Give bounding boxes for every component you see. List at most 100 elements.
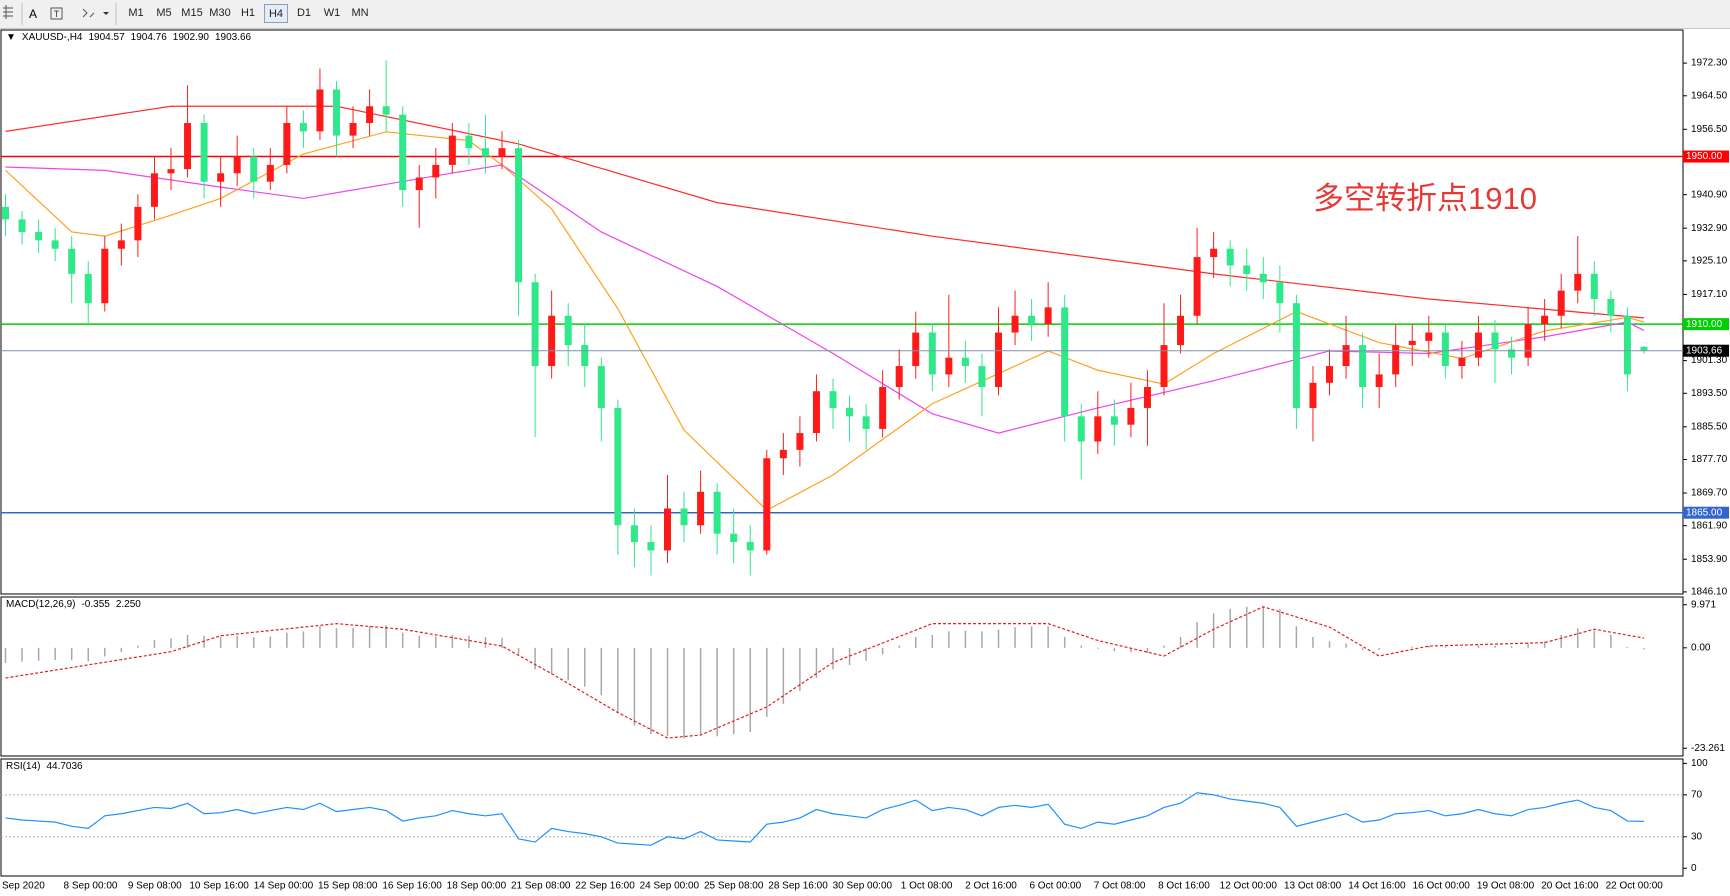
candle-body xyxy=(1474,332,1482,358)
dropdown-arrow[interactable] xyxy=(103,12,109,15)
label-tool[interactable] xyxy=(50,7,63,20)
collapse-arrow[interactable]: ▼ xyxy=(6,32,16,43)
candle-body xyxy=(1094,416,1102,442)
candle-body xyxy=(515,148,523,283)
candle-body xyxy=(399,114,407,191)
candle-body xyxy=(1375,374,1383,388)
timeframe-button[interactable]: MN xyxy=(351,7,369,19)
candle-body xyxy=(564,315,572,346)
time-label: 14 Sep 00:00 xyxy=(254,881,314,892)
candle-body xyxy=(1044,307,1052,325)
time-label: 22 Oct 00:00 xyxy=(1606,881,1664,892)
timeframe-button[interactable]: M15 xyxy=(181,7,203,19)
candle-body xyxy=(349,123,357,136)
y-tick-label: 1853.90 xyxy=(1691,554,1728,565)
candle-body xyxy=(614,407,622,526)
candle-body xyxy=(184,123,192,170)
current-price-label: 1903.66 xyxy=(1686,345,1723,356)
candle-body xyxy=(1508,349,1516,358)
macd-header: MACD(12,26,9) -0.355 2.250 xyxy=(6,599,141,610)
candle-body xyxy=(382,106,390,115)
time-label: 2 Oct 16:00 xyxy=(965,881,1017,892)
time-label: 28 Sep 16:00 xyxy=(768,881,828,892)
candle-body xyxy=(730,533,738,543)
price-level-label: 1950.00 xyxy=(1686,151,1723,162)
timeframe-button[interactable]: H4 xyxy=(264,4,288,23)
timeframe-button[interactable]: M1 xyxy=(128,7,144,19)
indicator-line xyxy=(5,792,1644,846)
time-label: 25 Sep 08:00 xyxy=(704,881,764,892)
candle-body xyxy=(995,332,1002,388)
toolbar-icons: A xyxy=(3,3,117,25)
time-label: 1 Oct 08:00 xyxy=(901,881,953,892)
candle-body xyxy=(498,148,506,157)
price-level-label: 1910.00 xyxy=(1686,319,1723,330)
macd-panel xyxy=(0,596,1684,757)
timeframe-button[interactable]: M30 xyxy=(209,7,231,19)
candle-body xyxy=(1541,315,1549,325)
price-level-tag xyxy=(1683,506,1729,519)
candle-body xyxy=(763,458,771,551)
candle-body xyxy=(846,407,854,417)
main-header: ▼ XAUUSD-,H4 1904.57 1904.76 1902.90 190… xyxy=(6,32,251,43)
y-tick-label: -23.261 xyxy=(1691,743,1725,754)
timeframe-button[interactable]: D1 xyxy=(296,7,312,19)
time-label: 7 Oct 08:00 xyxy=(1094,881,1146,892)
candle-body xyxy=(1011,315,1019,333)
y-tick-label: 9.971 xyxy=(1691,599,1716,610)
y-tick-label: 1885.50 xyxy=(1691,421,1728,432)
candle-body xyxy=(1590,273,1598,300)
candle-body xyxy=(928,332,936,375)
candle-body xyxy=(1458,357,1466,367)
candle-body xyxy=(1061,307,1069,417)
candle-body xyxy=(1110,416,1118,425)
candle-body xyxy=(1359,345,1367,388)
candle-body xyxy=(597,366,605,408)
ohlc: 1902.90 xyxy=(172,32,209,43)
indicator-name: MACD(12,26,9) xyxy=(6,599,76,610)
y-tick-label: 1956.50 xyxy=(1691,124,1728,135)
candle-body xyxy=(250,156,258,182)
candle-body xyxy=(1226,248,1234,266)
candle-body xyxy=(1127,407,1135,425)
timeframe-button[interactable]: M5 xyxy=(156,7,172,19)
candle-body xyxy=(316,89,324,132)
ohlc: 1904.76 xyxy=(130,32,167,43)
time-label: 30 Sep 00:00 xyxy=(833,881,893,892)
candle-body xyxy=(1408,340,1416,346)
time-label: Sep 2020 xyxy=(2,881,45,892)
candle-body xyxy=(333,89,340,136)
candle-body xyxy=(1276,282,1284,304)
timeframe-button[interactable]: W1 xyxy=(323,7,341,19)
text-tool[interactable]: A xyxy=(29,7,37,21)
candle-body xyxy=(1210,248,1218,258)
timeframe-button[interactable]: H1 xyxy=(240,7,256,19)
price-level-tag xyxy=(1683,318,1729,331)
y-tick-label: 1893.50 xyxy=(1691,388,1728,399)
rsi-header: RSI(14) 44.7036 xyxy=(6,761,83,772)
indicator-value: -0.355 xyxy=(81,599,110,610)
candle-body xyxy=(1557,290,1565,316)
candle-body xyxy=(680,508,688,526)
indicator-value: 2.250 xyxy=(115,599,141,610)
crosshair-icon[interactable] xyxy=(3,5,13,19)
time-label: 20 Oct 16:00 xyxy=(1541,881,1599,892)
y-tick-label: 30 xyxy=(1691,831,1703,842)
y-tick-label: 1901.30 xyxy=(1691,355,1728,366)
candle-body xyxy=(647,542,655,551)
candle-body xyxy=(1425,332,1433,341)
candle-body xyxy=(1177,315,1185,346)
y-tick-label: 1940.90 xyxy=(1691,189,1728,200)
y-tick-label: 1846.10 xyxy=(1691,587,1728,598)
candle-body xyxy=(134,206,142,241)
candle-body xyxy=(895,366,903,388)
toolbar: A M1 M5 M15 M30 H1 H4 D1 W1 MN xyxy=(0,0,1730,29)
candle-body xyxy=(68,248,76,274)
arrows-tool[interactable] xyxy=(82,8,95,18)
current-price-tag xyxy=(1683,344,1729,357)
y-tick-label: 100 xyxy=(1691,758,1708,769)
candle-body xyxy=(945,357,953,375)
candle-body xyxy=(1259,273,1267,283)
y-tick-label: 0 xyxy=(1691,863,1697,874)
